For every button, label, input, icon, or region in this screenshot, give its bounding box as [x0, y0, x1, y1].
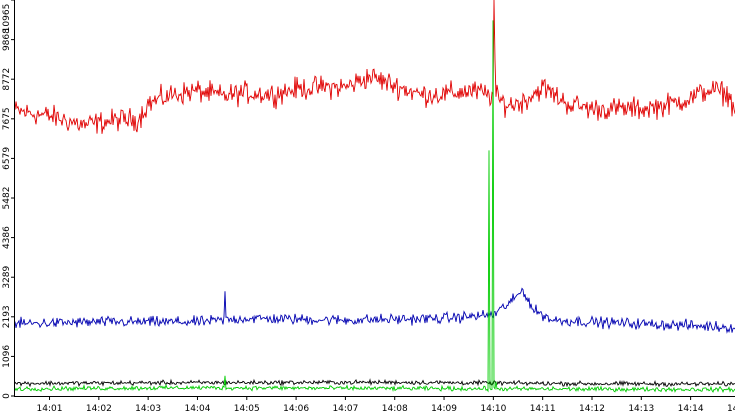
series-line-2	[14, 287, 735, 334]
x-tick-label: 14:14	[678, 404, 704, 414]
series-line-3	[14, 378, 735, 388]
y-tick-label: 4386	[2, 226, 12, 249]
y-tick-label: 9868	[2, 28, 12, 51]
y-tick-label: 8772	[2, 68, 12, 91]
y-tick-label: 7675	[2, 107, 12, 130]
x-tick-label: 14:05	[234, 404, 260, 414]
y-tick-label: 3289	[2, 265, 12, 288]
x-tick-label: 14:12	[579, 404, 605, 414]
x-tick-label: 14:08	[382, 404, 408, 414]
x-tick-label: 14:10	[480, 404, 506, 414]
x-tick-label: 14:15	[727, 404, 735, 414]
series-line-1	[14, 0, 735, 134]
x-tick-label: 14:07	[332, 404, 358, 414]
y-tick-label: 1096	[2, 345, 12, 368]
x-tick-label: 14:03	[135, 404, 161, 414]
x-tick-label: 14:04	[184, 404, 210, 414]
y-tick-label: 6579	[2, 147, 12, 170]
y-tick-label: 2193	[2, 305, 12, 328]
series-layer	[14, 0, 735, 393]
x-tick-label: 14:13	[628, 404, 654, 414]
x-tick-label: 14:01	[37, 404, 63, 414]
x-ticks-layer: 14:01 14:02 14:03 14:04 14:05 14:06 14:07 14:08…	[37, 396, 735, 414]
x-tick-label: 14:11	[530, 404, 556, 414]
x-tick-label: 14:06	[283, 404, 309, 414]
y-tick-label: 0	[2, 393, 12, 399]
series-line-4	[14, 20, 735, 393]
x-tick-label: 14:02	[86, 404, 112, 414]
x-tick-label: 14:09	[431, 404, 457, 414]
y-tick-label: 10965	[2, 4, 12, 33]
y-tick-label: 5482	[2, 187, 12, 210]
y-ticks-layer: 0 1096 2193 3289 4386 5482 6579 7675 8772 9868109…	[2, 0, 15, 399]
